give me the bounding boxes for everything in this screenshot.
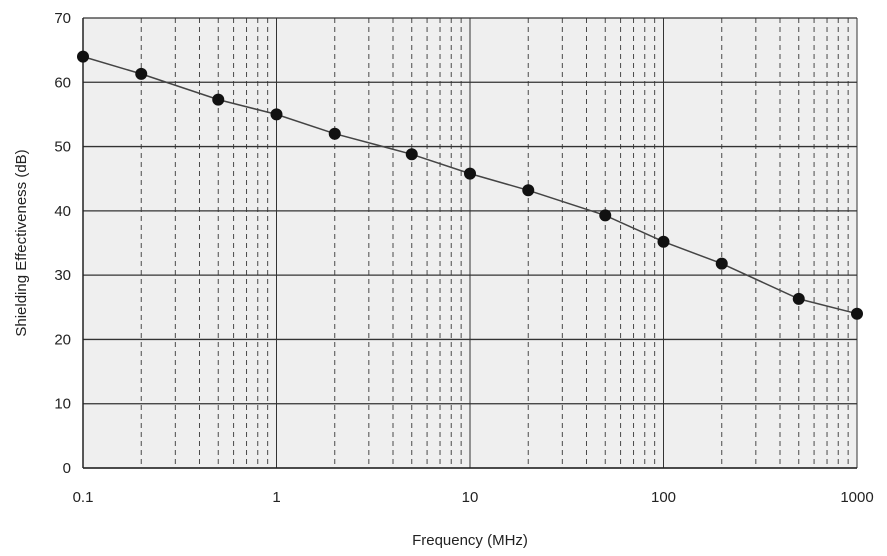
data-point xyxy=(135,67,148,80)
data-point xyxy=(212,93,225,106)
y-tick-label: 0 xyxy=(63,460,71,477)
data-point xyxy=(522,184,535,197)
y-tick-label: 30 xyxy=(54,267,71,284)
x-tick-labels: 0.1 1 10 100 1000 xyxy=(73,489,874,506)
data-point xyxy=(328,127,341,140)
y-tick-labels: 0 10 20 30 40 50 60 70 xyxy=(54,10,71,477)
data-point xyxy=(851,307,863,320)
x-tick-label: 100 xyxy=(651,489,676,506)
x-tick-label: 1000 xyxy=(840,489,873,506)
y-tick-label: 50 xyxy=(54,139,71,156)
x-axis-title: Frequency (MHz) xyxy=(412,532,528,549)
data-point xyxy=(792,292,805,305)
y-axis-title: Shielding Effectiveness (dB) xyxy=(13,149,30,336)
y-tick-label: 10 xyxy=(54,396,71,413)
data-point xyxy=(464,167,476,180)
y-tick-label: 70 xyxy=(54,10,71,27)
axis-frame xyxy=(82,18,857,469)
data-point xyxy=(77,50,89,63)
x-tick-label: 10 xyxy=(462,489,479,506)
data-points xyxy=(77,50,863,320)
x-tick-label: 0.1 xyxy=(73,489,94,506)
data-point xyxy=(270,108,283,121)
y-tick-label: 40 xyxy=(54,203,71,220)
x-tick-label: 1 xyxy=(272,489,280,506)
data-point xyxy=(715,257,728,270)
data-point xyxy=(599,209,612,222)
y-tick-label: 20 xyxy=(54,331,71,348)
data-point xyxy=(405,148,418,161)
minor-grid xyxy=(140,18,849,468)
y-tick-label: 60 xyxy=(54,74,71,91)
data-point xyxy=(657,235,670,248)
